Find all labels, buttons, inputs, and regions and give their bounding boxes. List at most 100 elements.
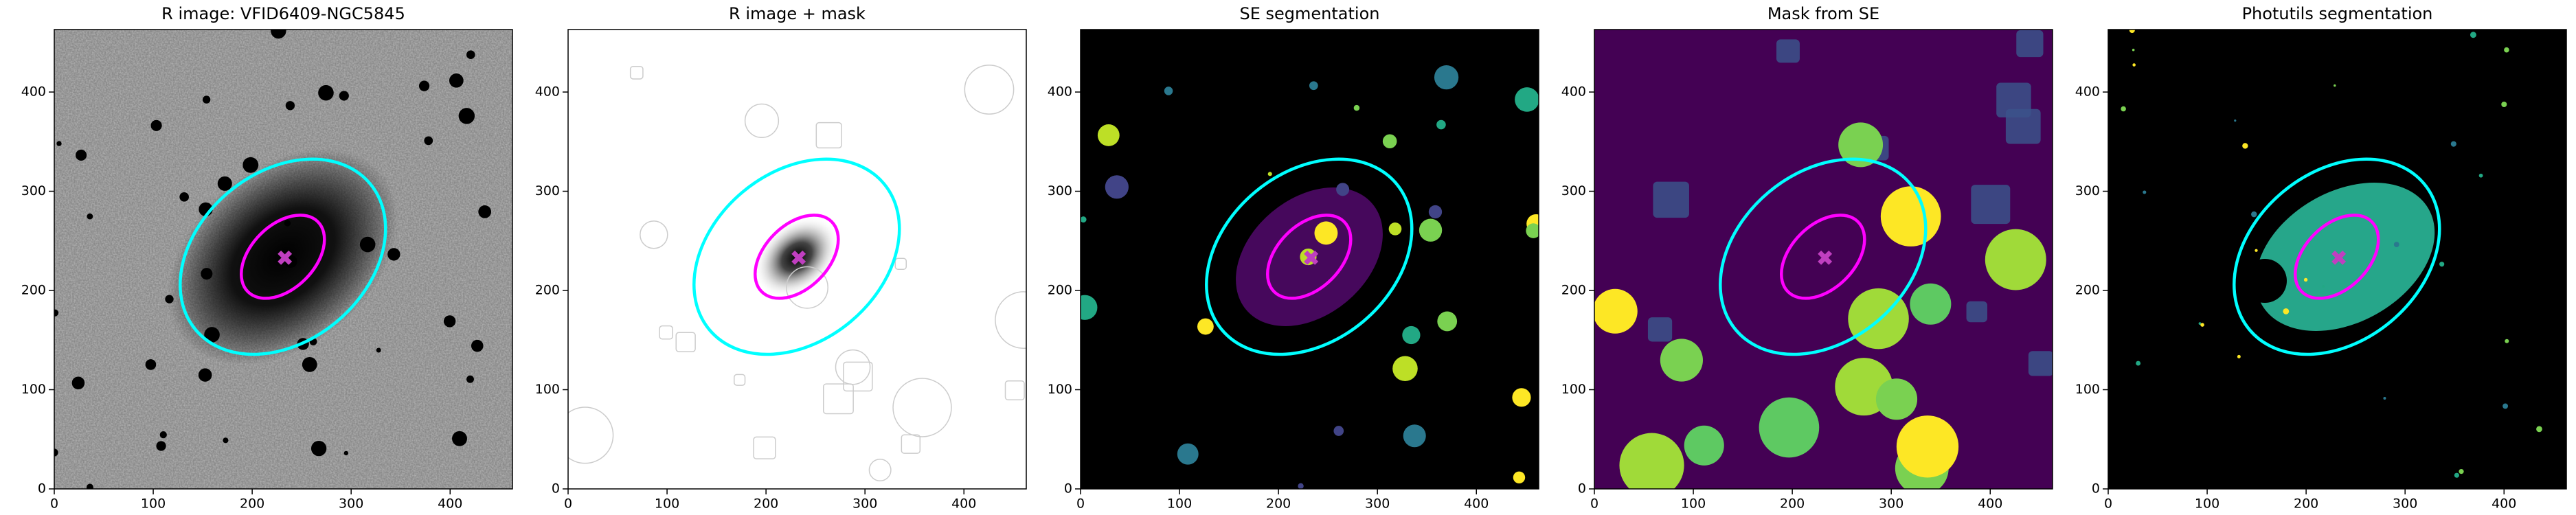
segment [1309, 81, 1318, 91]
panel: SE segmentation 0 100 200 300 400 0 100 200 300 40… [1048, 4, 1539, 512]
segment [2439, 262, 2445, 267]
star [471, 339, 484, 352]
star [466, 50, 475, 60]
mask-outline [815, 122, 842, 149]
star [150, 119, 162, 131]
mask-outline [823, 383, 854, 415]
star [242, 157, 259, 173]
x-tick-label: 0 [2104, 496, 2112, 512]
segment [1081, 295, 1098, 320]
mask-disk [1985, 229, 2046, 290]
y-tick-label: 400 [21, 84, 46, 100]
y-tick-label: 200 [535, 283, 560, 298]
y-tick-label: 400 [1561, 84, 1586, 100]
y-tick-label: 300 [1561, 183, 1586, 198]
star [87, 213, 93, 220]
star [339, 91, 349, 101]
x-tick-label: 0 [1076, 496, 1085, 512]
image [1081, 30, 1539, 489]
y-tick-label: 0 [2092, 481, 2100, 496]
mask-outline [786, 266, 828, 309]
x-tick-label: 300 [339, 496, 363, 512]
segment [1428, 205, 1443, 219]
y-tick-label: 300 [535, 183, 560, 198]
x-tick-label: 400 [1978, 496, 2002, 512]
y-tick-label: 400 [2075, 84, 2100, 100]
mask-outline [734, 374, 746, 386]
image [54, 30, 512, 489]
segment [1267, 172, 1272, 176]
x-tick-label: 100 [1681, 496, 1706, 512]
mask-outline [835, 349, 871, 385]
mask-outline [868, 458, 892, 482]
segment [1388, 222, 1402, 236]
star [204, 327, 220, 343]
star [359, 236, 376, 253]
segment [1402, 325, 1421, 345]
star [86, 483, 93, 489]
mask-box [1776, 39, 1800, 63]
panel-title: R image + mask [729, 4, 866, 23]
x-tick-label: 0 [50, 496, 58, 512]
aperture-ellipse [2294, 214, 2380, 300]
segment [2255, 182, 2435, 332]
segment [1197, 318, 1214, 335]
x-tick-label: 0 [564, 496, 572, 512]
star [217, 176, 232, 191]
mask-disk [1594, 288, 1638, 334]
axes-frame [1080, 29, 1539, 490]
aperture-ellipse [240, 214, 326, 300]
mask-outline [568, 407, 614, 464]
star [202, 95, 211, 104]
mask-disk [1619, 433, 1684, 489]
segment [1298, 483, 1304, 489]
star [156, 441, 166, 451]
segment [2322, 285, 2325, 288]
segment [2303, 277, 2308, 282]
mask-outline [640, 220, 668, 249]
star [54, 448, 58, 457]
segment [1512, 388, 1531, 407]
mask-disk [1896, 415, 1959, 478]
segment [1097, 124, 1120, 146]
mask-outline [659, 325, 673, 340]
star [159, 431, 167, 439]
panel: R image + mask 0 100 200 300 400 0 100 200 300 400 [535, 4, 1027, 512]
segment [2383, 397, 2386, 400]
panel: Photutils segmentation 0 100 200 300 400 0 100 2… [2075, 4, 2567, 512]
segment [1333, 426, 1344, 436]
center-marker [2331, 250, 2347, 265]
y-tick-label: 100 [2075, 382, 2100, 397]
mask-disk [1880, 186, 1941, 247]
mask-outline [843, 361, 873, 392]
y-tick-label: 200 [1048, 283, 1072, 298]
segment [1314, 221, 1338, 245]
aperture-ellipse [2233, 157, 2441, 356]
mask-outline [995, 291, 1026, 349]
mask-outline [894, 258, 907, 271]
x-tick-label: 400 [951, 496, 976, 512]
y-tick-label: 200 [21, 283, 46, 298]
star [271, 30, 286, 39]
x-tick-label: 200 [1266, 496, 1291, 512]
star [452, 431, 467, 446]
segment [1336, 183, 1350, 196]
y-tick-label: 400 [535, 84, 560, 100]
star [179, 192, 189, 202]
segment [2459, 468, 2464, 474]
star [285, 101, 295, 111]
y-tick-label: 0 [552, 481, 560, 496]
aperture-ellipse [1266, 214, 1353, 300]
y-tick-label: 100 [21, 382, 46, 397]
panel: Mask from SE 0 100 200 300 400 0 100 200 300 400 [1561, 4, 2053, 512]
y-tick-label: 300 [21, 183, 46, 198]
y-tick-label: 0 [1578, 481, 1586, 496]
segment [1515, 87, 1539, 112]
aperture-ellipse [179, 157, 387, 356]
segment [1081, 216, 1087, 223]
star [223, 437, 229, 444]
segment [1526, 223, 1539, 238]
x-tick-label: 400 [1464, 496, 1489, 512]
mask-disk [1660, 339, 1703, 382]
star [284, 220, 291, 227]
